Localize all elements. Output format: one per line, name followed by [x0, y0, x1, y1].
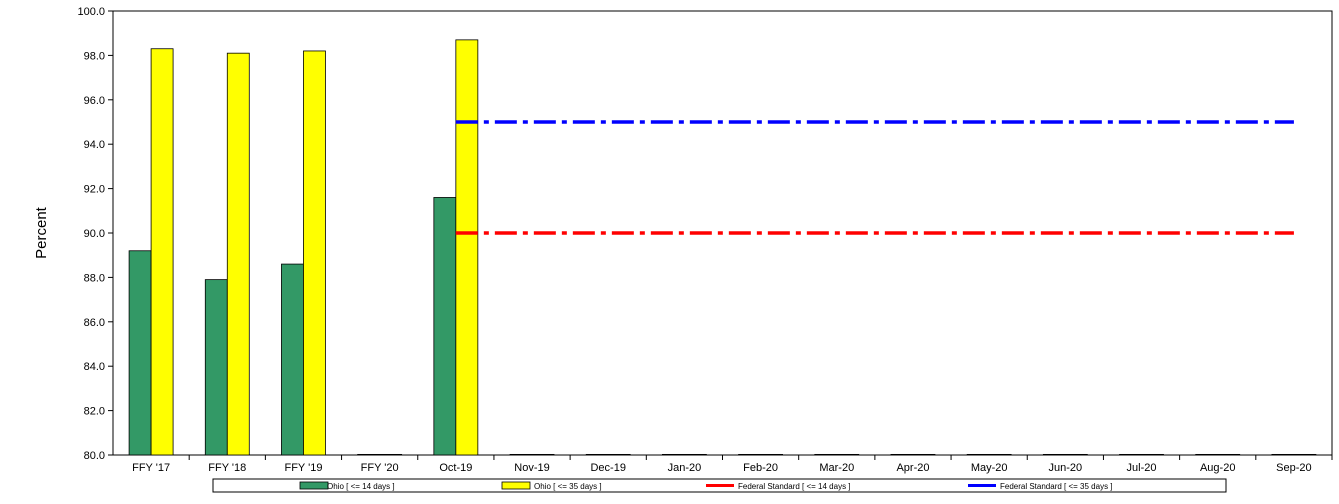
- y-tick-label: 94.0: [84, 139, 105, 151]
- legend-swatch: [501, 481, 531, 490]
- x-tick-label: Feb-20: [743, 462, 778, 474]
- legend: Ohio [ <= 14 days ] Ohio [ <= 35 days ] Fe…: [212, 478, 1227, 493]
- bar-ohio-35-days: [1293, 453, 1317, 456]
- x-tick-label: FFY '19: [284, 462, 322, 474]
- bar-ohio-35-days: [607, 453, 631, 456]
- bar-ohio-14-days: [585, 453, 609, 456]
- bar-ohio-35-days: [226, 52, 250, 456]
- legend-label: Federal Standard [ <= 14 days ]: [738, 482, 851, 491]
- x-tick-label: May-20: [971, 462, 1008, 474]
- bar-ohio-14-days: [890, 453, 914, 456]
- x-tick-label: Oct-19: [439, 462, 472, 474]
- bar-ohio-35-days: [684, 453, 707, 456]
- x-tick-label: Aug-20: [1200, 462, 1235, 474]
- bar-ohio-35-days: [1217, 453, 1241, 456]
- bar-ohio-35-days: [1141, 453, 1164, 456]
- legend-label: Ohio [ <= 35 days ]: [534, 482, 602, 491]
- bar-ohio-14-days: [738, 453, 761, 456]
- x-tick-label: Jul-20: [1127, 462, 1157, 474]
- y-tick-label: 86.0: [84, 317, 105, 329]
- y-tick-label: 88.0: [84, 272, 105, 284]
- bar-ohio-14-days: [662, 453, 685, 456]
- bar-ohio-14-days: [814, 453, 838, 456]
- bar-ohio-35-days: [303, 50, 326, 456]
- bar-ohio-35-days: [379, 453, 403, 456]
- bar-ohio-35-days: [455, 39, 479, 456]
- bar-ohio-14-days: [128, 250, 152, 456]
- y-tick-label: 100.0: [77, 6, 105, 18]
- bar-ohio-35-days: [988, 453, 1012, 456]
- bar-ohio-35-days: [760, 453, 783, 456]
- y-tick-label: 92.0: [84, 184, 105, 196]
- bar-ohio-35-days: [1064, 453, 1088, 456]
- x-tick-label: FFY '17: [132, 462, 170, 474]
- y-axis-title: Percent: [33, 206, 50, 259]
- bar-ohio-14-days: [1195, 453, 1219, 456]
- legend-swatch: [299, 481, 329, 490]
- bar-ohio-35-days: [150, 48, 174, 456]
- bar-ohio-14-days: [1119, 453, 1142, 456]
- y-tick-label: 84.0: [84, 361, 105, 373]
- bar-ohio-14-days: [509, 453, 533, 456]
- x-tick-label: FFY '18: [208, 462, 246, 474]
- x-tick-label: Jun-20: [1049, 462, 1083, 474]
- y-tick-label: 98.0: [84, 50, 105, 62]
- legend-label: Federal Standard [ <= 35 days ]: [1000, 482, 1113, 491]
- y-tick-label: 96.0: [84, 95, 105, 107]
- bar-ohio-35-days: [912, 453, 936, 456]
- bar-ohio-14-days: [1271, 453, 1295, 456]
- x-tick-label: Dec-19: [590, 462, 625, 474]
- y-tick-label: 80.0: [84, 450, 105, 462]
- x-tick-label: Nov-19: [514, 462, 549, 474]
- plot-area: 80.0 82.0 84.0 86.0 88.0 90.0 92.0 94.0 96.0 98.0…: [77, 6, 1333, 474]
- bar-ohio-14-days: [433, 197, 457, 456]
- bar-ohio-14-days: [966, 453, 990, 456]
- x-tick-label: FFY '20: [361, 462, 399, 474]
- x-tick-label: Mar-20: [819, 462, 854, 474]
- bar-ohio-14-days: [357, 453, 381, 456]
- x-tick-label: Jan-20: [668, 462, 702, 474]
- bar-ohio-35-days: [836, 453, 860, 456]
- bar-ohio-14-days: [281, 263, 304, 456]
- x-tick-label: Sep-20: [1276, 462, 1311, 474]
- bar-ohio-14-days: [1042, 453, 1066, 456]
- y-tick-label: 82.0: [84, 406, 105, 418]
- x-tick-label: Apr-20: [896, 462, 929, 474]
- y-tick-label: 90.0: [84, 228, 105, 240]
- legend-label: Ohio [ <= 14 days ]: [327, 482, 395, 491]
- bar-ohio-14-days: [204, 279, 228, 456]
- bar-ohio-35-days: [531, 453, 555, 456]
